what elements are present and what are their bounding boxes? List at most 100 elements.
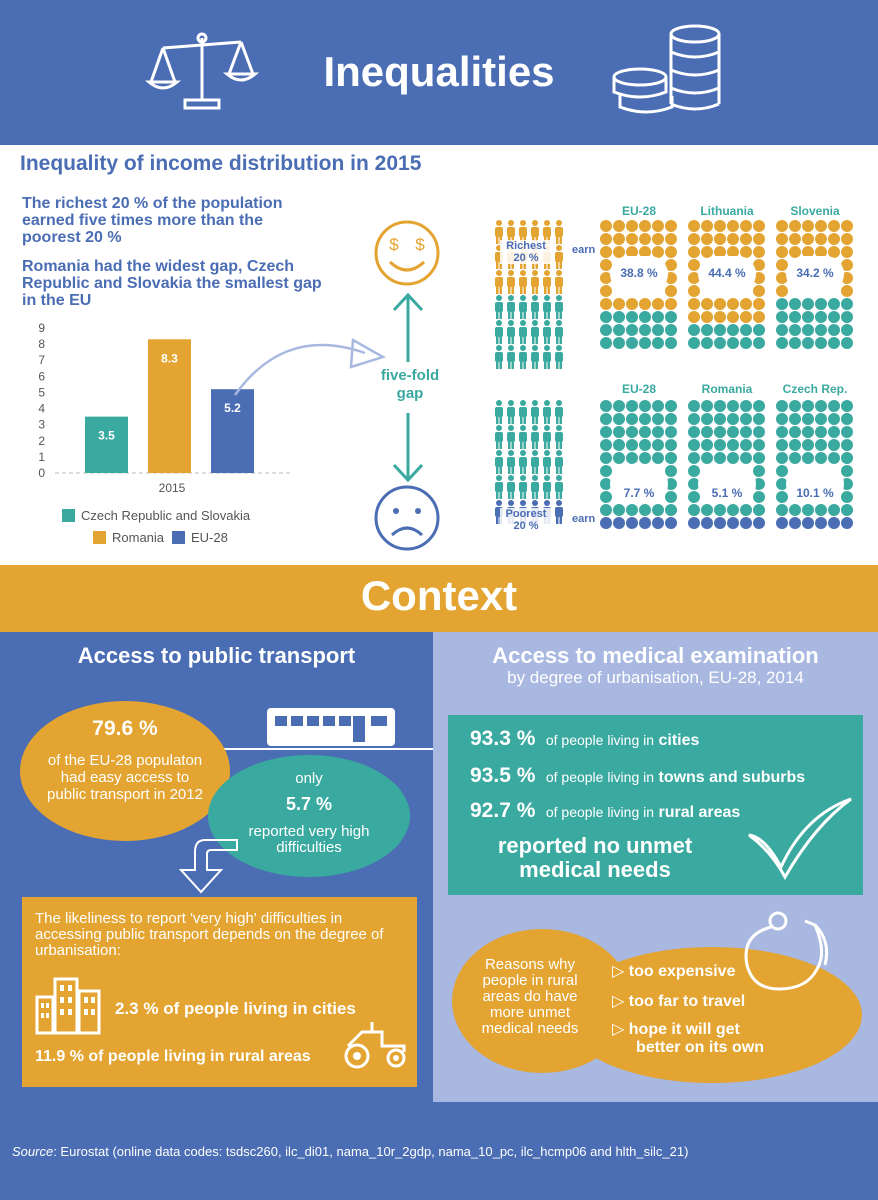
dot xyxy=(665,517,677,529)
legend-swatch xyxy=(172,531,185,544)
dot xyxy=(613,246,625,258)
grid-value-romania: 5.1 % xyxy=(711,486,743,500)
dot xyxy=(776,220,788,232)
dot xyxy=(841,298,853,310)
person-icon xyxy=(555,295,563,319)
dot xyxy=(815,246,827,258)
dot xyxy=(600,220,612,232)
dot xyxy=(688,478,700,490)
dot xyxy=(740,413,752,425)
legend-swatch xyxy=(62,509,75,522)
dot xyxy=(740,246,752,258)
y-tick-label: 5 xyxy=(38,385,45,399)
easy-access-pct: 79.6 % xyxy=(92,717,158,740)
dot xyxy=(828,452,840,464)
person-icon xyxy=(507,425,515,449)
dot xyxy=(802,426,814,438)
dot xyxy=(841,246,853,258)
dot xyxy=(613,504,625,516)
dot xyxy=(665,298,677,310)
bar-value-label: 3.5 xyxy=(98,429,115,443)
person-icon xyxy=(555,475,563,499)
dot xyxy=(841,233,853,245)
grid-value-lithuania: 44.4 % xyxy=(708,266,746,280)
dot xyxy=(665,233,677,245)
bar-1 xyxy=(148,339,191,473)
population-figures xyxy=(495,220,563,524)
footer xyxy=(0,1102,878,1200)
dot xyxy=(665,452,677,464)
dot xyxy=(753,220,765,232)
y-tick-label: 7 xyxy=(38,353,45,367)
person-icon xyxy=(543,270,551,294)
dot xyxy=(665,324,677,336)
dot xyxy=(652,324,664,336)
dot xyxy=(841,311,853,323)
dot xyxy=(665,311,677,323)
dot xyxy=(815,413,827,425)
dot xyxy=(727,246,739,258)
dot xyxy=(776,233,788,245)
lead-text-richest: The richest 20 % of the population earne… xyxy=(22,195,283,246)
section-title-income: Inequality of income distribution in 201… xyxy=(20,152,422,175)
down-arrow-icon xyxy=(392,413,424,483)
dot xyxy=(776,491,788,503)
dot xyxy=(740,439,752,451)
person-icon xyxy=(507,450,515,474)
dot xyxy=(753,259,765,271)
dot xyxy=(600,413,612,425)
dot xyxy=(639,400,651,412)
grid-hole xyxy=(610,466,668,502)
dot xyxy=(789,452,801,464)
dot-grid xyxy=(776,220,853,349)
dot xyxy=(815,504,827,516)
tractor-icon xyxy=(344,1022,406,1069)
reason-item-hope: ▷ hope it will get better on its own xyxy=(612,1021,764,1056)
dot xyxy=(665,259,677,271)
dot xyxy=(776,298,788,310)
earn-label-bottom: earn xyxy=(572,513,596,525)
person-icon xyxy=(519,400,527,424)
dot xyxy=(613,517,625,529)
dot xyxy=(753,324,765,336)
person-icon xyxy=(531,345,539,369)
dot xyxy=(701,220,713,232)
dot xyxy=(639,233,651,245)
bar-value-label: 5.2 xyxy=(224,401,241,415)
dot xyxy=(753,337,765,349)
dot xyxy=(753,400,765,412)
dot xyxy=(613,324,625,336)
y-tick-label: 6 xyxy=(38,369,45,383)
person-icon xyxy=(543,295,551,319)
dot xyxy=(776,465,788,477)
dot xyxy=(776,517,788,529)
dot xyxy=(626,400,638,412)
dot xyxy=(639,504,651,516)
dot xyxy=(714,324,726,336)
dot xyxy=(688,413,700,425)
dot xyxy=(841,465,853,477)
dot xyxy=(714,452,726,464)
dot xyxy=(701,517,713,529)
lead-text-gap: Romania had the widest gap, Czech Republ… xyxy=(22,258,322,309)
dot xyxy=(815,324,827,336)
dot xyxy=(740,220,752,232)
grid-value-slovenia: 34.2 % xyxy=(796,266,834,280)
grid-title-eu28-bottom: EU-28 xyxy=(621,382,656,396)
dot xyxy=(789,439,801,451)
dot xyxy=(665,220,677,232)
dot xyxy=(753,465,765,477)
person-icon xyxy=(507,320,515,344)
dot xyxy=(727,324,739,336)
dot xyxy=(828,400,840,412)
dot xyxy=(789,413,801,425)
dot xyxy=(828,246,840,258)
dot xyxy=(753,413,765,425)
grid-title-slovenia: Slovenia xyxy=(790,204,840,218)
dot xyxy=(613,426,625,438)
dot xyxy=(600,504,612,516)
dot xyxy=(600,439,612,451)
dot xyxy=(828,220,840,232)
dot xyxy=(613,311,625,323)
dot xyxy=(802,324,814,336)
